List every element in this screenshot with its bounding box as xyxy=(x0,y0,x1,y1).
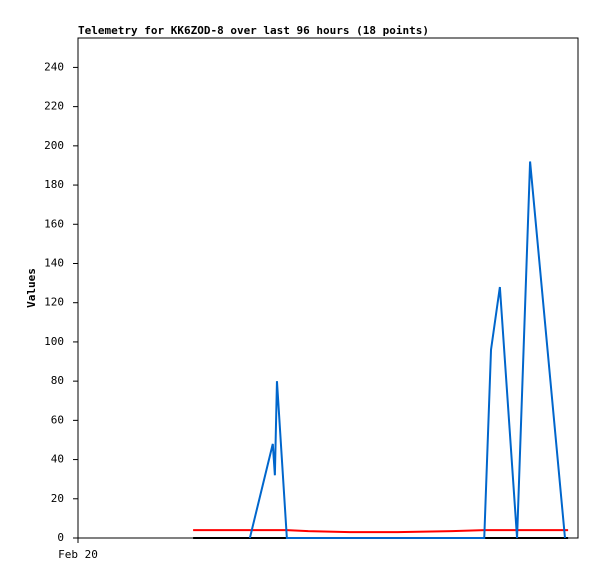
y-tick-label: 60 xyxy=(51,413,64,426)
y-axis-label: Values xyxy=(25,268,38,308)
y-tick-label: 200 xyxy=(44,139,64,152)
y-tick-label: 40 xyxy=(51,453,64,466)
y-tick-label: 0 xyxy=(57,531,64,544)
x-tick-label: Feb 20 xyxy=(58,548,98,561)
plot-frame xyxy=(77,37,579,539)
y-tick-label: 20 xyxy=(51,492,64,505)
y-tick-label: 100 xyxy=(44,335,64,348)
series-line xyxy=(248,161,566,539)
y-tick-label: 160 xyxy=(44,217,64,230)
y-tick-label: 220 xyxy=(44,100,64,113)
series-line xyxy=(193,529,569,534)
y-tick-label: 120 xyxy=(44,296,64,309)
chart-title: Telemetry for KK6ZOD-8 over last 96 hour… xyxy=(78,24,429,37)
y-tick-label: 180 xyxy=(44,178,64,191)
y-tick-label: 80 xyxy=(51,374,64,387)
y-tick-label: 140 xyxy=(44,256,64,269)
y-tick-label: 240 xyxy=(44,60,64,73)
